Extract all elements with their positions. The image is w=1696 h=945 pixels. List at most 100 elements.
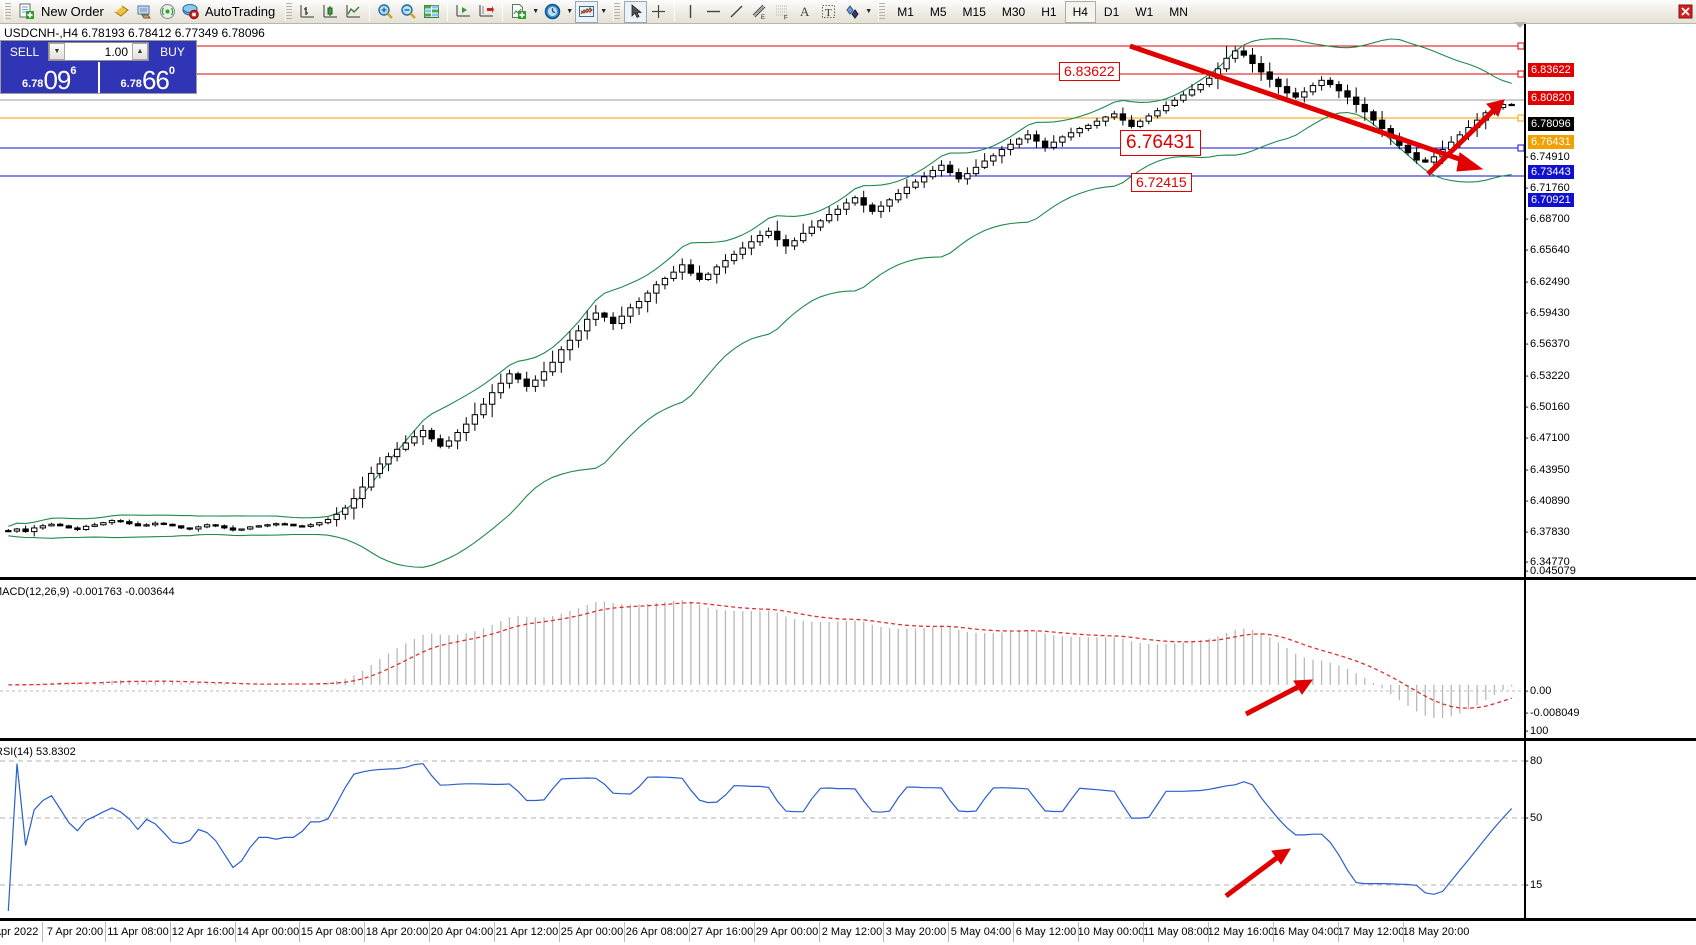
period-m30[interactable]: M30 [1001, 4, 1026, 19]
price-level-badge[interactable]: 6.70921 [1528, 193, 1574, 207]
autotrading-label[interactable]: AutoTrading [204, 4, 276, 19]
close-icon[interactable] [1674, 1, 1696, 23]
buy-price[interactable]: 6.78 66 0 [100, 62, 197, 93]
bar-chart-icon[interactable] [296, 1, 319, 23]
trendline-icon[interactable] [725, 1, 748, 23]
zoom-out-icon[interactable] [397, 1, 420, 23]
time-axis-separator [364, 922, 365, 942]
indicators-icon[interactable] [575, 0, 599, 23]
buy-button[interactable]: BUY [149, 41, 196, 62]
price-pane[interactable] [0, 24, 1696, 579]
price-level-badge[interactable]: 6.80820 [1528, 91, 1574, 105]
toolbar-grip-4[interactable] [878, 2, 886, 21]
volume-down-icon[interactable]: ▼ [49, 43, 65, 60]
time-axis-tick: 26 Apr 08:00 [625, 926, 689, 938]
time-axis-tick: 5 May 04:00 [950, 926, 1012, 938]
price-level-badge[interactable]: 6.73443 [1528, 165, 1574, 179]
period-h1[interactable]: H1 [1041, 4, 1057, 19]
rsi-axis-tick: 80 [1525, 755, 1542, 767]
vertical-line-icon[interactable] [679, 1, 702, 23]
toolbar-grip-2[interactable] [285, 2, 293, 21]
time-axis-separator [1143, 922, 1144, 942]
cursor-icon[interactable] [624, 0, 648, 23]
period-m5[interactable]: M5 [929, 4, 947, 19]
period-w1[interactable]: W1 [1135, 4, 1154, 19]
volume-input[interactable]: ▼ 1.00 ▲ [48, 42, 149, 61]
new-order-icon[interactable] [15, 1, 38, 23]
period-clock-icon[interactable] [541, 1, 564, 23]
signals-icon[interactable] [156, 1, 179, 23]
volume-up-icon[interactable]: ▲ [132, 43, 148, 60]
period-m1[interactable]: M1 [897, 4, 914, 19]
chart-canvas[interactable]: MACD(12,26,9) -0.001763 -0.003644 RSI(14… [0, 24, 1696, 945]
time-axis-separator [235, 922, 236, 942]
sell-price[interactable]: 6.78 09 6 [1, 62, 100, 93]
text-label-icon[interactable]: A [794, 1, 817, 23]
time-axis-tick: 7 Apr 20:00 [46, 926, 104, 938]
price-level-badge[interactable]: 6.83622 [1528, 63, 1574, 77]
period-m15[interactable]: M15 [962, 4, 986, 19]
price-annotation[interactable]: 6.72415 [1131, 173, 1192, 192]
chart-grid-icon[interactable] [420, 1, 443, 23]
macd-indicator-label: MACD(12,26,9) -0.001763 -0.003644 [0, 586, 175, 598]
period-h4[interactable]: H4 [1064, 0, 1096, 23]
price-axis-line [1524, 24, 1526, 578]
new-order-label[interactable]: New Order [41, 4, 104, 19]
svg-text:F: F [784, 16, 788, 21]
price-axis-tick: 6.53220 [1525, 370, 1570, 382]
main-toolbar: New Order [0, 0, 1696, 24]
fibonacci-icon[interactable]: F [771, 1, 794, 23]
svg-text:A: A [800, 4, 810, 19]
volume-value[interactable]: 1.00 [104, 44, 128, 59]
autotrading-icon[interactable] [179, 1, 202, 23]
period-d1[interactable]: D1 [1103, 4, 1120, 19]
text-box-icon[interactable]: T [817, 1, 840, 23]
time-axis-separator [883, 922, 884, 942]
price-annotation[interactable]: 6.76431 [1120, 130, 1201, 156]
price-axis-tick: 6.59430 [1525, 307, 1570, 319]
price-level-badge[interactable]: 6.76431 [1528, 135, 1574, 149]
chart-scroll-marker[interactable] [1514, 22, 1526, 28]
price-axis-tick: 6.62490 [1525, 276, 1570, 288]
price-axis-tick: 6.47100 [1525, 432, 1570, 444]
time-axis-tick: 2 May 12:00 [821, 926, 883, 938]
rsi-axis-tick: 15 [1525, 879, 1542, 891]
shapes-dropdown-caret[interactable]: ▼ [865, 8, 873, 15]
time-axis-separator [1078, 922, 1079, 942]
time-axis-separator [42, 922, 43, 942]
trend-arrow-down [1129, 43, 1484, 172]
chart-shift-icon[interactable] [452, 1, 475, 23]
indicators-dropdown-caret[interactable]: ▼ [600, 8, 608, 15]
candlestick-chart-icon[interactable] [319, 1, 342, 23]
time-axis-separator [1338, 922, 1339, 942]
shapes-icon[interactable] [840, 1, 863, 23]
zoom-in-icon[interactable] [374, 1, 397, 23]
period-dropdown-caret[interactable]: ▼ [566, 8, 574, 15]
time-axis-tick: 11 Apr 08:00 [107, 926, 169, 938]
strategy-tester-icon[interactable] [110, 1, 133, 23]
crosshair-icon[interactable] [647, 1, 670, 23]
sell-button[interactable]: SELL [1, 41, 48, 62]
time-axis-separator [559, 922, 560, 942]
chart-autoscroll-icon[interactable] [475, 1, 498, 23]
one-click-trading-panel[interactable]: SELL ▼ 1.00 ▲ BUY 6.78 09 6 6.78 66 0 [0, 40, 197, 94]
new-chart-dropdown-caret[interactable]: ▼ [532, 8, 540, 15]
sell-price-sup: 6 [70, 65, 77, 77]
period-mn[interactable]: MN [1169, 4, 1188, 19]
time-axis-separator [170, 922, 171, 942]
toolbar-grip-3[interactable] [613, 2, 621, 21]
price-axis-tick: 6.71760 [1525, 182, 1570, 194]
equidistant-channel-icon[interactable]: E [748, 1, 771, 23]
sell-price-prefix: 6.78 [22, 78, 44, 90]
rsi-pane[interactable] [0, 741, 1696, 919]
time-axis-tick: 12 Apr 16:00 [171, 926, 235, 938]
macd-pane[interactable] [0, 580, 1696, 738]
price-level-badge[interactable]: 6.78096 [1528, 117, 1574, 131]
terminal-icon[interactable] [133, 1, 156, 23]
price-annotation[interactable]: 6.83622 [1059, 62, 1120, 81]
toolbar-grip[interactable] [4, 2, 11, 21]
line-chart-icon[interactable] [342, 1, 365, 23]
new-chart-icon[interactable] [507, 1, 530, 23]
horizontal-line-icon[interactable] [702, 1, 725, 23]
